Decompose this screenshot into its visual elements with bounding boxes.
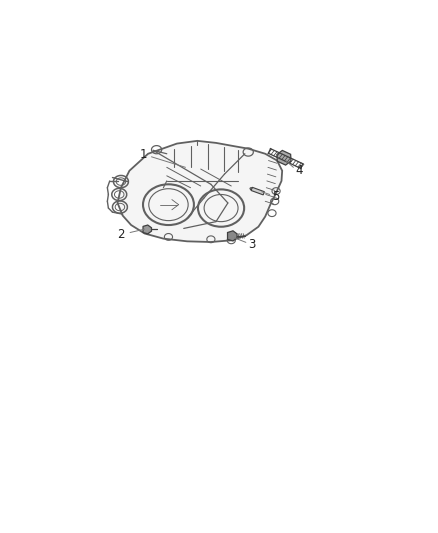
Text: 1: 1 (140, 148, 148, 161)
Polygon shape (143, 225, 152, 234)
Polygon shape (277, 150, 291, 165)
Polygon shape (251, 187, 265, 195)
Text: 2: 2 (117, 228, 125, 241)
Text: 5: 5 (272, 190, 279, 203)
Text: 3: 3 (248, 238, 255, 251)
Text: 4: 4 (295, 164, 303, 177)
Polygon shape (227, 231, 237, 241)
Polygon shape (117, 141, 282, 242)
